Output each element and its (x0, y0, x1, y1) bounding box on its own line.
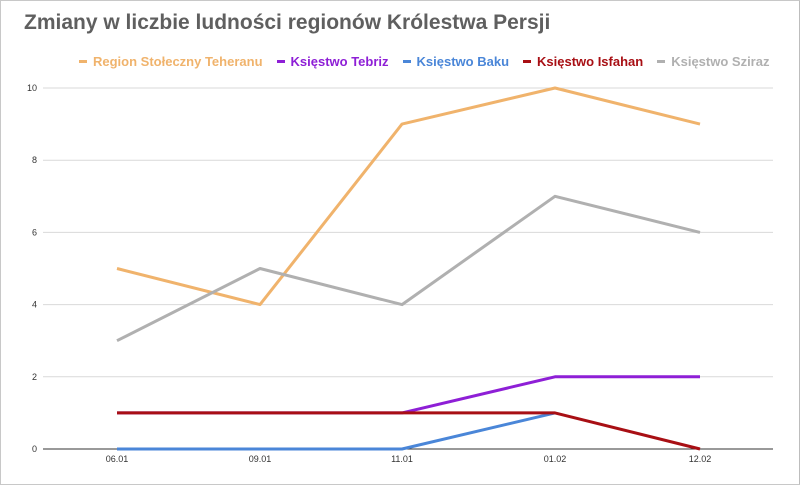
legend-item[interactable]: Księstwo Isfahan (523, 54, 643, 69)
legend-label: Region Stołeczny Teheranu (93, 54, 263, 69)
series-line (117, 411, 701, 451)
y-tick-label: 10 (27, 83, 37, 93)
y-tick-label: 2 (32, 372, 37, 382)
legend-swatch-icon (276, 60, 285, 63)
series-line (117, 375, 700, 415)
legend-item[interactable]: Księstwo Baku (402, 54, 510, 69)
legend-swatch-icon (79, 60, 87, 63)
legend-label: Księstwo Baku (416, 54, 510, 69)
y-tick-label: 6 (32, 227, 37, 237)
chart-title: Zmiany w liczbie ludności regionów Króle… (24, 11, 551, 34)
x-tick-label: 12.02 (689, 454, 712, 464)
legend-label: Księstwo Tebriz (290, 54, 389, 69)
x-tick-label: 06.01 (106, 454, 129, 464)
legend-label: Księstwo Isfahan (537, 54, 644, 69)
chart-legend: Region Stołeczny Teheranu Księstwo Tebriz… (79, 54, 769, 69)
x-tick-label: 09.01 (249, 454, 272, 464)
legend-swatch-icon (657, 60, 666, 63)
y-tick-label: 0 (32, 444, 37, 454)
legend-swatch-icon (523, 60, 532, 63)
y-tick-label: 4 (32, 300, 37, 310)
y-tick-label: 8 (32, 155, 37, 165)
legend-item[interactable]: Księstwo Tebriz (276, 54, 389, 69)
x-tick-label: 11.01 (391, 454, 413, 464)
legend-label: Księstwo Sziraz (671, 54, 770, 69)
series-line (117, 411, 556, 451)
legend-item[interactable]: Księstwo Sziraz (657, 54, 769, 69)
legend-item[interactable]: Region Stołeczny Teheranu (79, 54, 263, 69)
series-line (116, 194, 701, 343)
series-line (116, 86, 701, 307)
x-tick-label: 01.02 (544, 454, 567, 464)
legend-swatch-icon (402, 60, 411, 63)
